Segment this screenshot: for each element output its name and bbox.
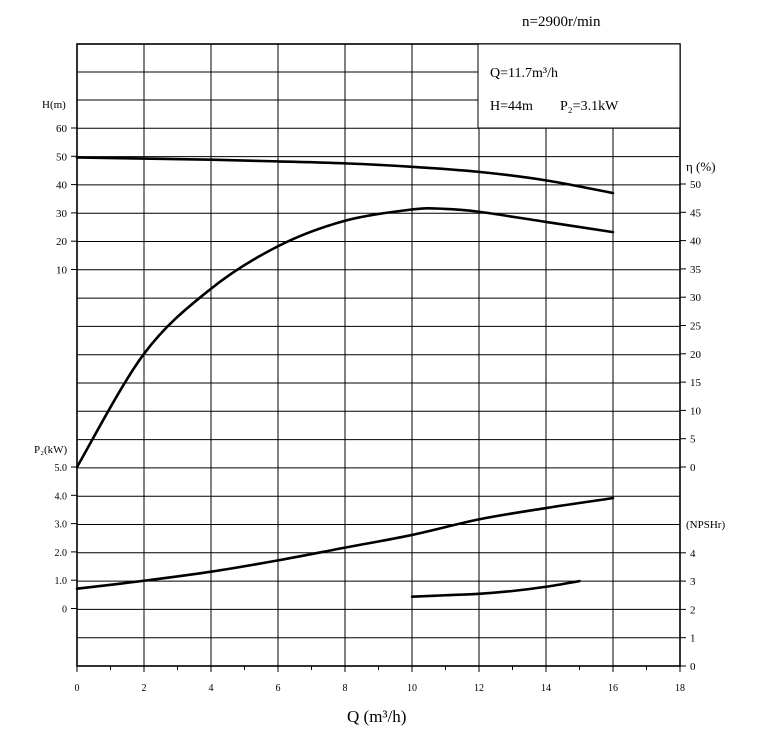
head-tick-label: 50 (56, 151, 68, 163)
x-tick-label: 10 (407, 683, 417, 694)
plot-frame (76, 43, 681, 667)
efficiency-tick-label: 35 (690, 264, 702, 276)
npsh-curve (410, 579, 581, 598)
efficiency-tick-label: 5 (690, 434, 696, 446)
efficiency-tick-label: 25 (690, 321, 702, 333)
power-axis-label: P₂(kW) (34, 444, 67, 456)
head-tick-label: 40 (56, 180, 68, 192)
tick-labels: 0 2 4 6 8 10 12 14 16 186050403020105.04.03.02.01… (55, 123, 702, 694)
rated-power-label: P₂=3.1kW (560, 99, 619, 114)
x-tick-label: 6 (276, 683, 281, 694)
x-tick-label: 4 (209, 683, 214, 694)
npsh-tick-label: 1 (690, 633, 696, 645)
head-tick-label: 10 (56, 265, 68, 277)
efficiency-tick-label: 15 (690, 377, 702, 389)
speed-label: n=2900r/min (522, 14, 601, 30)
power-tick-label: 0 (62, 605, 67, 616)
efficiency-tick-label: 45 (690, 207, 702, 219)
power-tick-label: 3.0 (55, 520, 68, 531)
x-tick-label: 16 (608, 683, 618, 694)
x-tick-label: 8 (343, 683, 348, 694)
efficiency-tick-label: 40 (690, 236, 702, 248)
performance-curves (75, 156, 615, 598)
npsh-tick-label: 4 (690, 548, 696, 560)
x-tick-label: 2 (142, 683, 147, 694)
efficiency-tick-label: 20 (690, 349, 702, 361)
npsh-axis-label: (NPSHr) (686, 519, 725, 531)
npsh-tick-label: 3 (690, 576, 696, 588)
rating-box (477, 43, 681, 129)
head-curve (75, 156, 615, 195)
power-tick-label: 2.0 (55, 548, 68, 559)
rated-head-label: H=44m (490, 99, 533, 114)
npsh-tick-label: 0 (690, 661, 696, 673)
head-axis-label: H(m) (42, 99, 66, 111)
x-tick-label: 12 (474, 683, 484, 694)
power-tick-label: 4.0 (55, 491, 68, 502)
npsh-tick-label: 2 (690, 604, 696, 616)
efficiency-curve (75, 207, 615, 469)
x-axis-label: Q (m³/h) (347, 707, 406, 726)
efficiency-tick-label: 50 (690, 179, 702, 191)
head-tick-label: 20 (56, 236, 68, 248)
power-tick-label: 1.0 (55, 576, 68, 587)
efficiency-axis-label: η (%) (686, 159, 716, 174)
efficiency-tick-label: 30 (690, 292, 702, 304)
x-tick-label: 18 (675, 683, 685, 694)
head-tick-label: 60 (56, 123, 68, 135)
efficiency-tick-label: 10 (690, 405, 702, 417)
rated-flow-label: Q=11.7m³/h (490, 66, 558, 81)
power-tick-label: 5.0 (55, 463, 68, 474)
efficiency-tick-label: 0 (690, 462, 696, 474)
power-curve (75, 496, 615, 590)
x-tick-label: 0 (75, 683, 80, 694)
x-tick-label: 14 (541, 683, 551, 694)
head-tick-label: 30 (56, 208, 68, 220)
